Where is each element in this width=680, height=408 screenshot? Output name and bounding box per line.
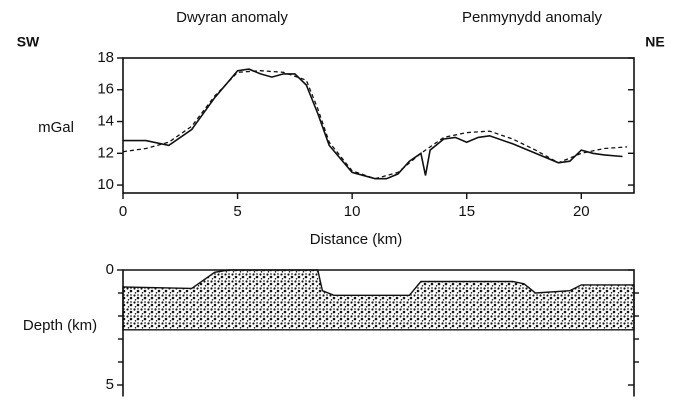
y-tick-label: 12 (97, 144, 114, 161)
profile-line (123, 68, 623, 180)
x-tick-label: 0 (119, 203, 127, 220)
profile-line (122, 70, 628, 180)
y-tick-label: 10 (97, 176, 114, 193)
plot-frame (122, 57, 635, 194)
x-tick-label: 10 (344, 203, 361, 220)
y-axis-label: mGal (38, 119, 74, 136)
y-tick-label: 5 (106, 376, 114, 393)
x-tick-label: 20 (573, 203, 590, 220)
label-sw: SW (17, 34, 40, 50)
rock-body (122, 269, 635, 331)
y-tick-label: 16 (97, 81, 114, 98)
x-tick-label: 15 (458, 203, 475, 220)
label-ne: NE (645, 34, 664, 50)
depth-axis-label: Depth (km) (23, 317, 97, 334)
label-penmynydd: Penmynydd anomaly (462, 9, 603, 26)
x-axis-label: Distance (km) (310, 231, 403, 248)
y-tick-label: 18 (97, 49, 114, 66)
y-tick-label: 0 (106, 261, 114, 278)
y-tick-label: 14 (97, 112, 114, 129)
x-tick-label: 5 (233, 203, 241, 220)
section-frame (122, 269, 635, 397)
label-dwyran: Dwyran anomaly (176, 9, 288, 26)
